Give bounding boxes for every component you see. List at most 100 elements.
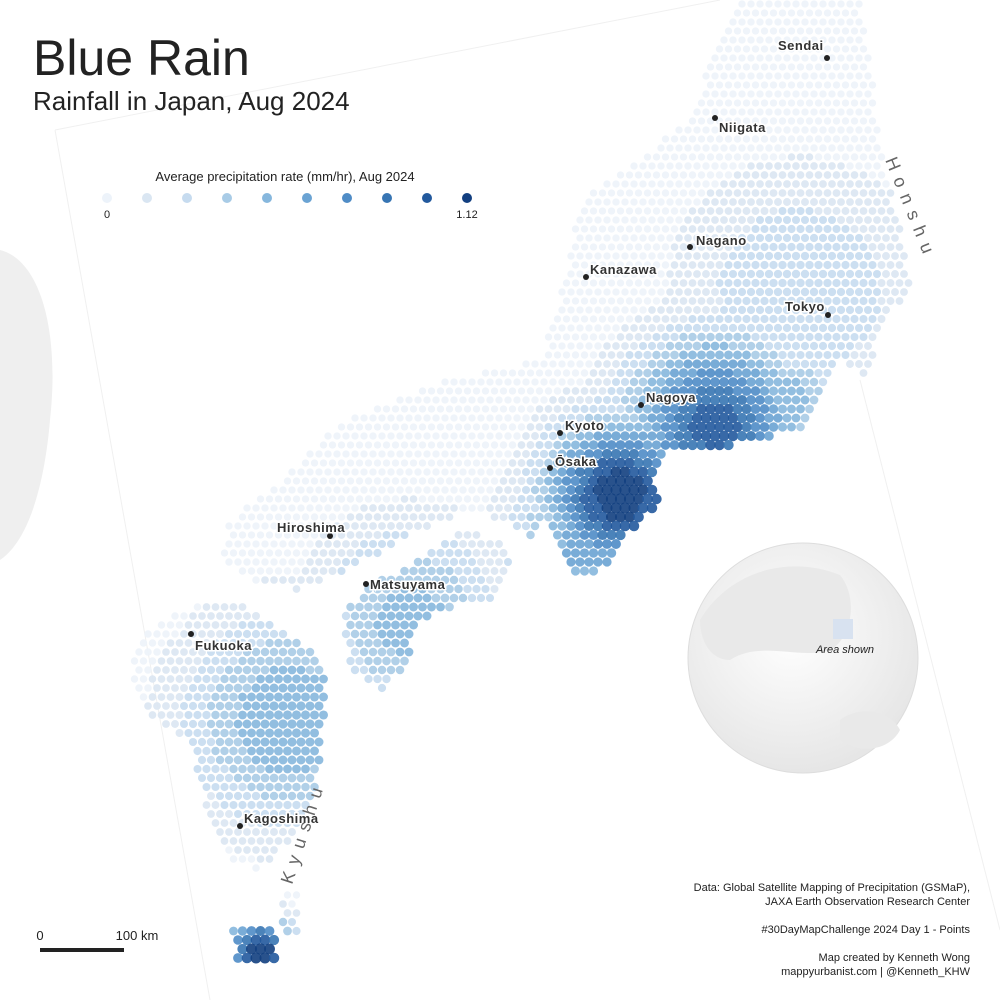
city-marker — [557, 430, 563, 436]
map-dot — [682, 412, 694, 424]
map-dot — [661, 153, 670, 161]
map-dot — [801, 144, 809, 152]
map-dot — [773, 377, 783, 387]
map-dot — [314, 665, 324, 675]
map-dot — [427, 495, 436, 503]
map-dot — [683, 341, 693, 351]
map-dot — [657, 216, 665, 224]
map-dot — [607, 404, 616, 414]
map-dot — [809, 215, 819, 225]
map-dot — [693, 108, 701, 116]
map-dot — [669, 368, 680, 378]
map-dot — [224, 701, 234, 711]
map-dot — [639, 306, 647, 314]
map-dot — [355, 602, 364, 612]
map-dot — [705, 368, 716, 378]
map-dot — [153, 648, 161, 656]
map-dot — [279, 504, 287, 512]
map-dot — [603, 324, 611, 332]
map-dot — [553, 369, 562, 377]
map-dot — [787, 99, 796, 107]
map-dot — [324, 504, 332, 512]
map-dot — [508, 459, 517, 467]
city-marker — [687, 244, 693, 250]
map-dot — [535, 494, 544, 504]
map-dot — [607, 369, 616, 377]
map-dot — [180, 612, 188, 620]
map-dot — [859, 171, 868, 179]
map-dot — [787, 171, 796, 179]
map-dot — [391, 441, 400, 449]
korea-land — [0, 250, 53, 560]
map-dot — [715, 171, 724, 179]
map-dot — [660, 422, 671, 432]
map-dot — [778, 45, 787, 53]
map-dot — [733, 45, 742, 53]
map-dot — [207, 630, 215, 638]
map-dot — [837, 54, 845, 62]
map-dot — [382, 674, 391, 684]
map-dot — [836, 233, 846, 243]
map-dot — [783, 72, 791, 80]
map-dot — [265, 620, 274, 630]
map-dot — [540, 360, 548, 368]
map-dot — [709, 430, 721, 442]
map-dot — [719, 359, 729, 369]
map-dot — [539, 467, 549, 477]
map-dot — [364, 441, 373, 449]
map-dot — [472, 549, 481, 557]
map-dot — [801, 126, 809, 134]
map-dot — [642, 422, 653, 432]
map-dot — [670, 171, 679, 179]
map-dot — [269, 629, 279, 639]
map-dot — [260, 773, 270, 783]
map-dot — [832, 9, 841, 17]
map-dot — [647, 359, 657, 369]
map-dot — [242, 773, 252, 783]
map-dot — [350, 665, 360, 675]
map-dot — [351, 504, 359, 512]
map-dot — [260, 719, 270, 729]
map-dot — [576, 378, 584, 386]
map-dot — [755, 269, 765, 279]
map-dot — [778, 224, 787, 234]
map-dot — [562, 440, 571, 450]
map-dot — [647, 395, 657, 405]
map-dot — [247, 855, 256, 863]
map-dot — [778, 153, 787, 161]
map-dot — [188, 683, 198, 693]
map-dot — [624, 457, 635, 469]
map-dot — [414, 414, 422, 422]
map-dot — [841, 224, 850, 234]
map-dot — [229, 531, 238, 539]
map-dot — [278, 665, 288, 675]
map-dot — [274, 495, 283, 503]
map-dot — [252, 828, 260, 836]
map-dot — [837, 72, 845, 80]
map-dot — [742, 278, 751, 288]
map-dot — [656, 341, 666, 351]
map-dot — [823, 81, 832, 89]
map-dot — [468, 486, 476, 494]
map-dot — [193, 710, 202, 720]
map-dot — [490, 423, 499, 431]
map-dot — [242, 791, 252, 801]
map-dot — [737, 359, 747, 369]
map-dot — [729, 90, 737, 98]
map-dot — [696, 368, 707, 378]
map-dot — [283, 926, 292, 936]
map-dot — [458, 593, 468, 603]
map-dot — [193, 728, 202, 738]
map-dot — [832, 242, 841, 252]
map-dot — [346, 441, 355, 449]
map-dot — [688, 225, 697, 233]
map-dot — [355, 531, 364, 539]
map-dot — [495, 450, 503, 458]
map-dot — [738, 108, 746, 116]
map-dot — [355, 513, 364, 521]
map-dot — [306, 486, 314, 494]
map-dot — [544, 440, 553, 450]
map-dot — [751, 153, 760, 161]
map-dot — [427, 405, 436, 413]
map-dot — [477, 486, 485, 494]
